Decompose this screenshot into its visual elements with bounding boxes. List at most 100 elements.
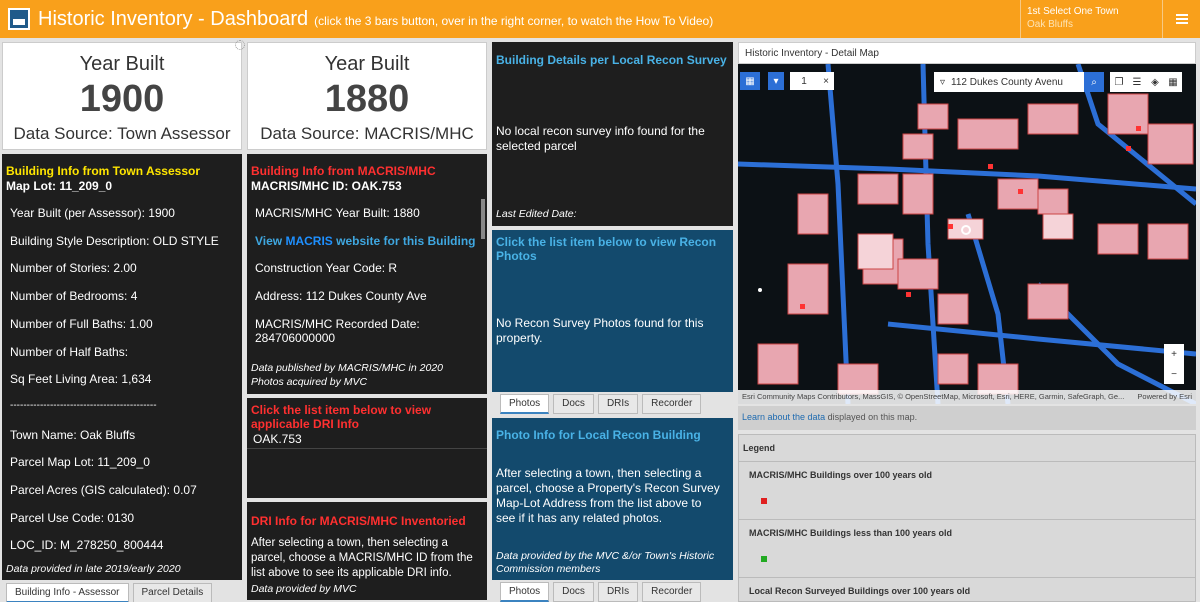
divider (247, 448, 487, 449)
expand-icon[interactable] (235, 40, 245, 50)
hamburger-icon (1175, 14, 1188, 24)
dri-list-panel: Click the list item below to view applic… (247, 398, 487, 498)
assessor-map-lot: Map Lot: 11_209_0 (6, 179, 113, 193)
dri-info-body: After selecting a town, then selecting a… (251, 537, 473, 579)
assessor-row: Number of Half Baths: (10, 345, 129, 359)
legend-swatch (761, 498, 767, 504)
macris-year-built: MACRIS/MHC Year Built: 1880 (255, 206, 420, 220)
detail-map[interactable]: ▦ ▾ 1 × ▿ 112 Dukes County Avenu ⌕ ❐ ☰ ◈… (738, 64, 1196, 404)
town-select[interactable]: 1st Select One Town Oak Bluffs (1020, 0, 1160, 38)
assessor-row: Number of Bedrooms: 4 (10, 289, 138, 303)
assessor-footer: Data provided in late 2019/early 2020 (6, 563, 181, 575)
grid-icon[interactable]: ▦ (1164, 72, 1182, 92)
learn-about-data: Learn about the data displayed on this m… (738, 406, 1196, 430)
close-icon[interactable]: × (818, 72, 834, 90)
tab-photos[interactable]: Photos (500, 394, 550, 414)
dri-list-item[interactable]: OAK.753 (253, 432, 302, 446)
list-icon[interactable]: ☰ (1128, 72, 1146, 92)
dri-info-panel: DRI Info for MACRIS/MHC Inventoried Afte… (247, 502, 487, 600)
search-icon[interactable]: ⌕ (1084, 72, 1104, 92)
legend-item: MACRIS/MHC Buildings less than 100 years… (739, 519, 1195, 577)
tab-photos[interactable]: Photos (500, 582, 550, 602)
assessor-row: Parcel Use Code: 0130 (10, 511, 135, 525)
photo-info-panel: Photo Info for Local Recon Building Afte… (492, 418, 733, 580)
layers-icon[interactable]: ◈ (1146, 72, 1164, 92)
recon-photos-panel: Click the list item below to view Recon … (492, 230, 733, 392)
scrollbar[interactable] (481, 199, 485, 239)
macris-heading: Building Info from MACRIS/MHC (251, 164, 436, 178)
layer-count-badge[interactable]: 1 (790, 72, 818, 90)
tab-building-info-assessor[interactable]: Building Info - Assessor (6, 583, 129, 602)
chevron-down-icon[interactable]: ▿ (940, 76, 946, 88)
legend-item-label: MACRIS/MHC Buildings less than 100 years… (749, 528, 953, 538)
dri-info-heading: DRI Info for MACRIS/MHC Inventoried (251, 514, 466, 528)
assessor-row: LOC_ID: M_278250_800444 (10, 538, 164, 552)
map-canvas (738, 64, 1196, 404)
photo-info-tabs: Photos Docs DRIs Recorder (500, 582, 702, 602)
basemap-icon[interactable]: ▦ (740, 72, 760, 90)
macris-view-link-row: View MACRIS website for this Building (255, 234, 475, 248)
year-built-macris-card: Year Built 1880 Data Source: MACRIS/MHC (247, 42, 487, 150)
macris-recorded-value: 284706000000 (255, 331, 336, 345)
assessor-row: Number of Stories: 2.00 (10, 261, 137, 275)
card-source: Data Source: MACRIS/MHC (260, 124, 474, 143)
macris-footer-2: Photos acquired by MVC (251, 376, 368, 388)
legend-panel: Legend MACRIS/MHC Buildings over 100 yea… (738, 434, 1196, 602)
view-text: View (255, 234, 286, 248)
assessor-divider: ----------------------------------------… (10, 400, 157, 411)
zoom-out-button[interactable]: − (1164, 364, 1184, 384)
view-post-text: website for this Building (332, 234, 476, 248)
menu-button[interactable] (1162, 0, 1200, 38)
legend-title: Legend (743, 443, 776, 453)
recon-details-panel: Building Details per Local Recon Survey … (492, 42, 733, 226)
macris-id: MACRIS/MHC ID: OAK.753 (251, 179, 402, 193)
macris-info-panel: Building Info from MACRIS/MHC MACRIS/MHC… (247, 154, 487, 394)
recon-details-heading: Building Details per Local Recon Survey (496, 53, 727, 67)
macris-construction-code: Construction Year Code: R (255, 261, 398, 275)
assessor-row: Number of Full Baths: 1.00 (10, 317, 153, 331)
tab-dris[interactable]: DRIs (597, 394, 639, 414)
learn-about-data-link[interactable]: Learn about the data (742, 412, 826, 422)
map-attribution: Esri Community Maps Contributors, MassGI… (738, 390, 1196, 404)
photo-info-footer: Data provided by the MVC &/or Town's His… (496, 550, 715, 575)
macris-address: Address: 112 Dukes County Ave (255, 289, 427, 303)
map-title: Historic Inventory - Detail Map (738, 42, 1196, 64)
map-search-value: 112 Dukes County Avenu (951, 76, 1063, 88)
tab-parcel-details[interactable]: Parcel Details (132, 583, 213, 602)
learn-rest-text: displayed on this map. (825, 412, 918, 422)
assessor-row: Parcel Map Lot: 11_209_0 (10, 455, 150, 469)
photo-info-body: After selecting a town, then selecting a… (496, 466, 720, 525)
card-value: 1900 (79, 78, 165, 120)
tab-docs[interactable]: Docs (553, 394, 594, 414)
legend-item-label: Local Recon Surveyed Buildings over 100 … (749, 586, 971, 596)
card-value: 1880 (324, 78, 410, 120)
app-subtitle: (click the 3 bars button, over in the ri… (314, 14, 714, 28)
card-source: Data Source: Town Assessor (13, 124, 231, 143)
zoom-in-button[interactable]: + (1164, 344, 1184, 364)
dri-info-footer: Data provided by MVC (251, 583, 357, 595)
assessor-row: Town Name: Oak Bluffs (10, 428, 136, 442)
tab-docs[interactable]: Docs (553, 582, 594, 602)
tab-recorder[interactable]: Recorder (642, 394, 702, 414)
recon-photos-heading: Click the list item below to view Recon … (496, 235, 717, 263)
card-title: Year Built (324, 53, 410, 75)
selected-point-marker (961, 225, 971, 235)
town-select-value: Oak Bluffs (1027, 19, 1073, 30)
legend-swatch (761, 556, 767, 562)
macris-recorded-label: MACRIS/MHC Recorded Date: (255, 317, 420, 331)
assessor-row: Sq Feet Living Area: 1,634 (10, 372, 152, 386)
dri-list-heading: Click the list item below to view applic… (251, 403, 432, 431)
macris-website-link[interactable]: MACRIS (285, 234, 333, 248)
card-title: Year Built (79, 53, 165, 75)
recon-photos-tabs: Photos Docs DRIs Recorder (500, 394, 702, 414)
recon-details-footer: Last Edited Date: (496, 208, 577, 220)
bookmark-icon[interactable]: ❐ (1110, 72, 1128, 92)
map-search-input[interactable]: ▿ 112 Dukes County Avenu (934, 72, 1084, 92)
tab-recorder[interactable]: Recorder (642, 582, 702, 602)
recon-details-body: No local recon survey info found for the… (496, 124, 705, 153)
chevron-down-icon[interactable]: ▾ (768, 72, 784, 90)
recon-photos-body: No Recon Survey Photos found for this pr… (496, 316, 704, 345)
powered-by[interactable]: Powered by Esri (1137, 392, 1192, 401)
tab-dris[interactable]: DRIs (597, 582, 639, 602)
assessor-info-panel: Building Info from Town Assessor Map Lot… (2, 154, 242, 580)
